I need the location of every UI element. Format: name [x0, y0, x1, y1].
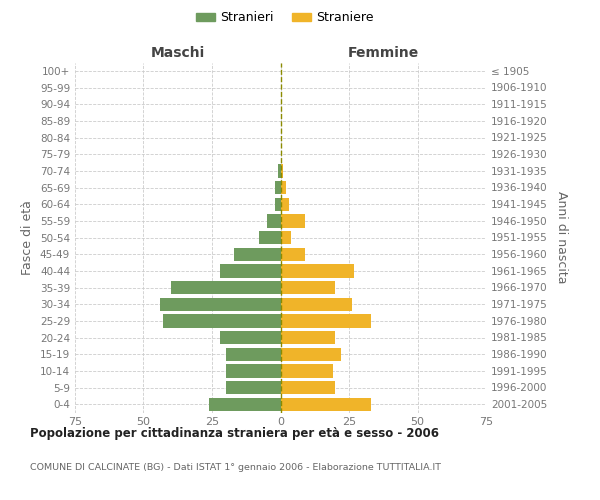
Bar [281, 231, 292, 244]
Text: Popolazione per cittadinanza straniera per età e sesso - 2006: Popolazione per cittadinanza straniera p… [30, 428, 439, 440]
Bar [220, 331, 281, 344]
Bar [267, 214, 281, 228]
Bar [234, 248, 281, 261]
Bar [281, 281, 335, 294]
Bar [226, 381, 281, 394]
Text: Maschi: Maschi [151, 46, 205, 60]
Y-axis label: Fasce di età: Fasce di età [22, 200, 34, 275]
Bar [281, 348, 341, 361]
Bar [281, 364, 332, 378]
Bar [226, 364, 281, 378]
Bar [220, 264, 281, 278]
Bar [171, 281, 281, 294]
Text: Femmine: Femmine [347, 46, 419, 60]
Bar [275, 181, 281, 194]
Bar [209, 398, 281, 411]
Bar [281, 398, 371, 411]
Bar [281, 198, 289, 211]
Bar [281, 181, 286, 194]
Bar [281, 248, 305, 261]
Legend: Stranieri, Straniere: Stranieri, Straniere [191, 6, 379, 29]
Bar [281, 331, 335, 344]
Bar [281, 314, 371, 328]
Bar [281, 381, 335, 394]
Bar [281, 214, 305, 228]
Text: COMUNE DI CALCINATE (BG) - Dati ISTAT 1° gennaio 2006 - Elaborazione TUTTITALIA.: COMUNE DI CALCINATE (BG) - Dati ISTAT 1°… [30, 462, 441, 471]
Bar [281, 164, 283, 177]
Bar [160, 298, 281, 311]
Bar [281, 264, 355, 278]
Bar [281, 298, 352, 311]
Bar [226, 348, 281, 361]
Y-axis label: Anni di nascita: Anni di nascita [554, 191, 568, 284]
Bar [275, 198, 281, 211]
Bar [278, 164, 281, 177]
Bar [163, 314, 281, 328]
Bar [259, 231, 281, 244]
